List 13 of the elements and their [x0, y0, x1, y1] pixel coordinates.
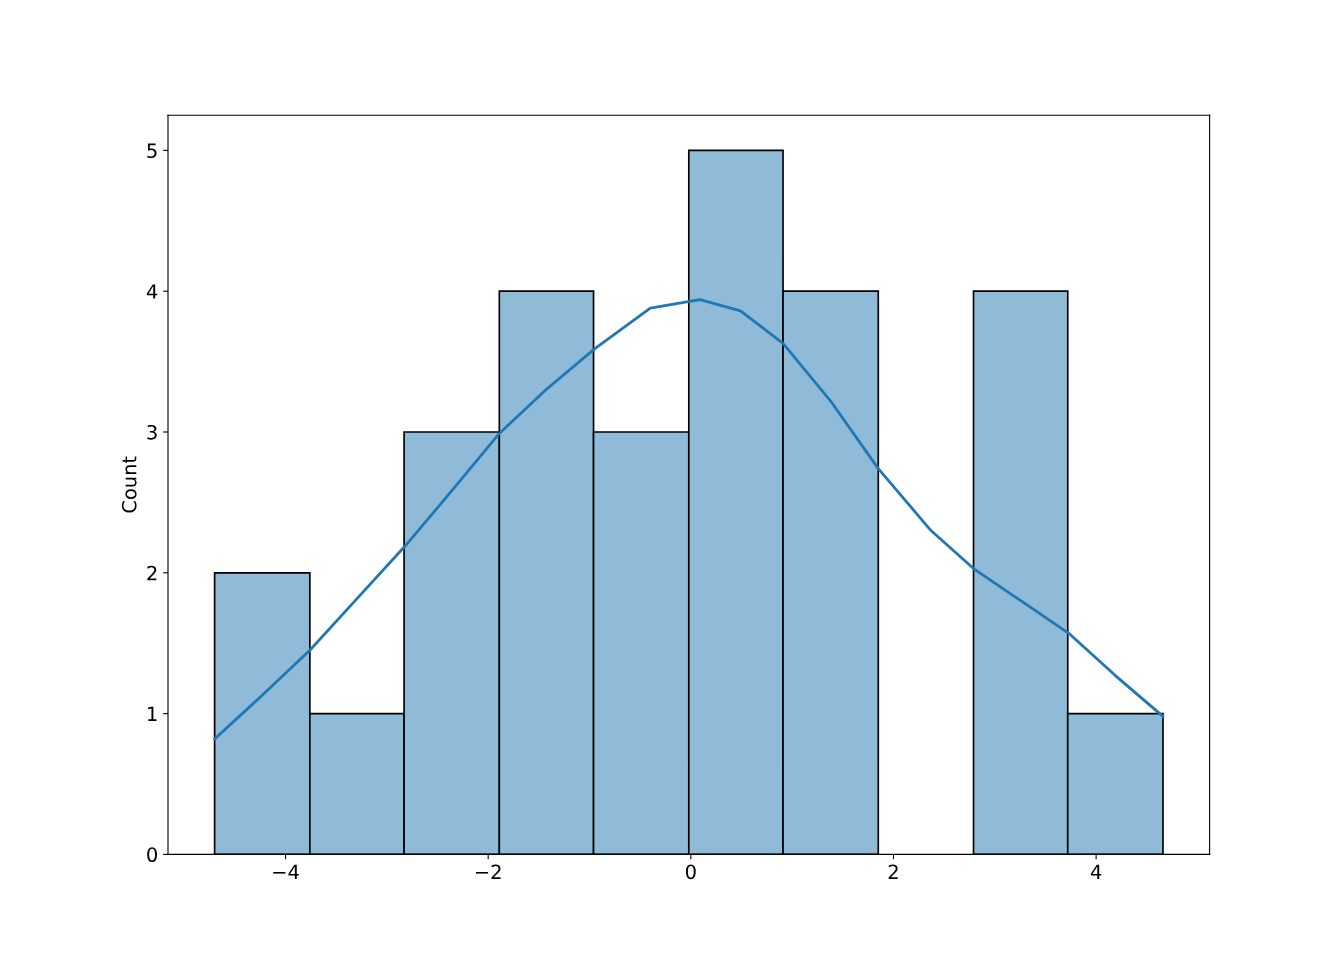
x-tick-label: 0 [685, 864, 696, 880]
line-series [213, 298, 1165, 741]
x-tick-label: −2 [475, 864, 501, 879]
y-tick-label: 5 [147, 143, 157, 159]
y-tick-label: 2 [147, 565, 157, 581]
y-tick-label: 4 [146, 284, 158, 299]
y-tick-label: 1 [148, 706, 157, 721]
y-tick-label: 3 [147, 424, 157, 440]
y-axis-title: Count [121, 456, 137, 513]
x-tick-label: −4 [273, 864, 299, 879]
y-tick-label: 0 [147, 847, 157, 863]
x-tick-label: 2 [888, 864, 898, 879]
x-tick-label: 4 [1090, 864, 1102, 879]
